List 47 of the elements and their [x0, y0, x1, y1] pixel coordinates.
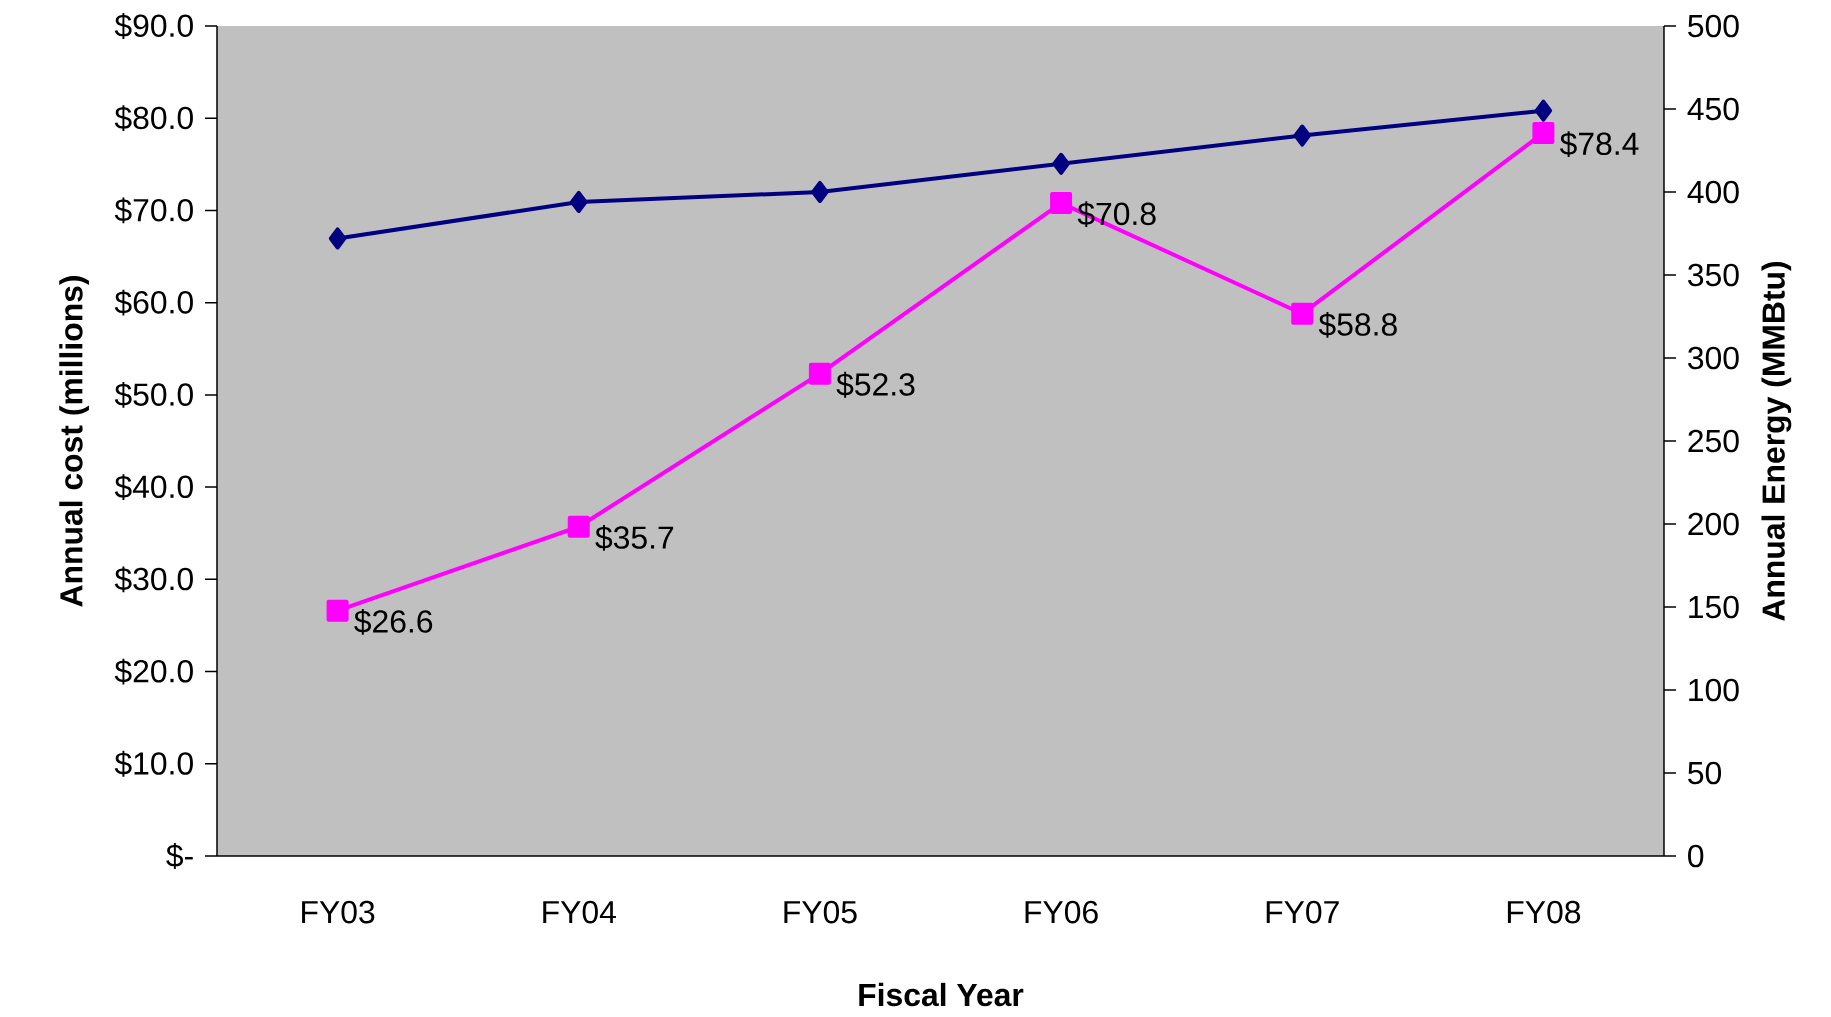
point — [1293, 124, 1311, 147]
y-axis-title: Annual cost (millions) — [59, 276, 89, 607]
point — [1534, 99, 1553, 122]
y-tick-label: $90.0 — [114, 13, 193, 39]
x-tick-label: FY07 — [1266, 900, 1339, 924]
x-tick-label: FY06 — [1025, 900, 1098, 924]
point — [1050, 192, 1073, 215]
x-tick-label: FY08 — [1507, 900, 1581, 924]
point — [1532, 122, 1555, 145]
y-tick-label: $30.0 — [114, 566, 193, 593]
y2-tick-label: 450 — [1687, 97, 1739, 121]
point — [326, 599, 349, 622]
y-tick-label: $20.0 — [114, 658, 193, 685]
y-tick-label: $10.0 — [114, 750, 193, 777]
y-tick-label: $70.0 — [114, 197, 193, 224]
x-axis-title: Fiscal Year — [859, 982, 1024, 1007]
y2-tick-label: 100 — [1689, 678, 1739, 702]
y2-tick-label: 400 — [1687, 180, 1739, 204]
x-tick-label: FY04 — [543, 900, 616, 924]
y2-tick-label: 0 — [1688, 844, 1704, 868]
y2-tick-label: 200 — [1688, 512, 1739, 536]
x-tick-label: FY05 — [784, 900, 857, 924]
y2-axis-title: Annual Energy (MMBtu) — [1761, 262, 1792, 621]
y-tick-label: $60.0 — [114, 289, 193, 316]
y2-tick-label: 350 — [1688, 263, 1739, 287]
data-label: $35.7 — [595, 525, 674, 551]
y2-tick-label: 50 — [1688, 761, 1722, 785]
point — [1052, 152, 1070, 175]
data-label: $58.8 — [1318, 311, 1397, 338]
point — [811, 181, 829, 204]
data-label: $26.6 — [354, 608, 433, 635]
point — [328, 227, 347, 250]
y2-tick-label: 150 — [1689, 595, 1739, 619]
y-tick-label: $50.0 — [114, 382, 193, 408]
point — [570, 191, 588, 214]
point — [567, 515, 590, 538]
point — [808, 362, 831, 385]
y-tick-label: $40.0 — [114, 474, 193, 501]
y2-tick-label: 250 — [1688, 429, 1739, 453]
y-tick-label: $- — [166, 843, 193, 869]
y2-tick-label: 300 — [1688, 346, 1739, 370]
data-label: $78.4 — [1559, 131, 1639, 158]
point — [1291, 302, 1314, 325]
y-tick-label: $80.0 — [114, 105, 193, 132]
x-tick-label: FY03 — [302, 900, 375, 924]
y2-tick-label: 500 — [1688, 14, 1739, 38]
data-label: $52.3 — [836, 371, 915, 398]
